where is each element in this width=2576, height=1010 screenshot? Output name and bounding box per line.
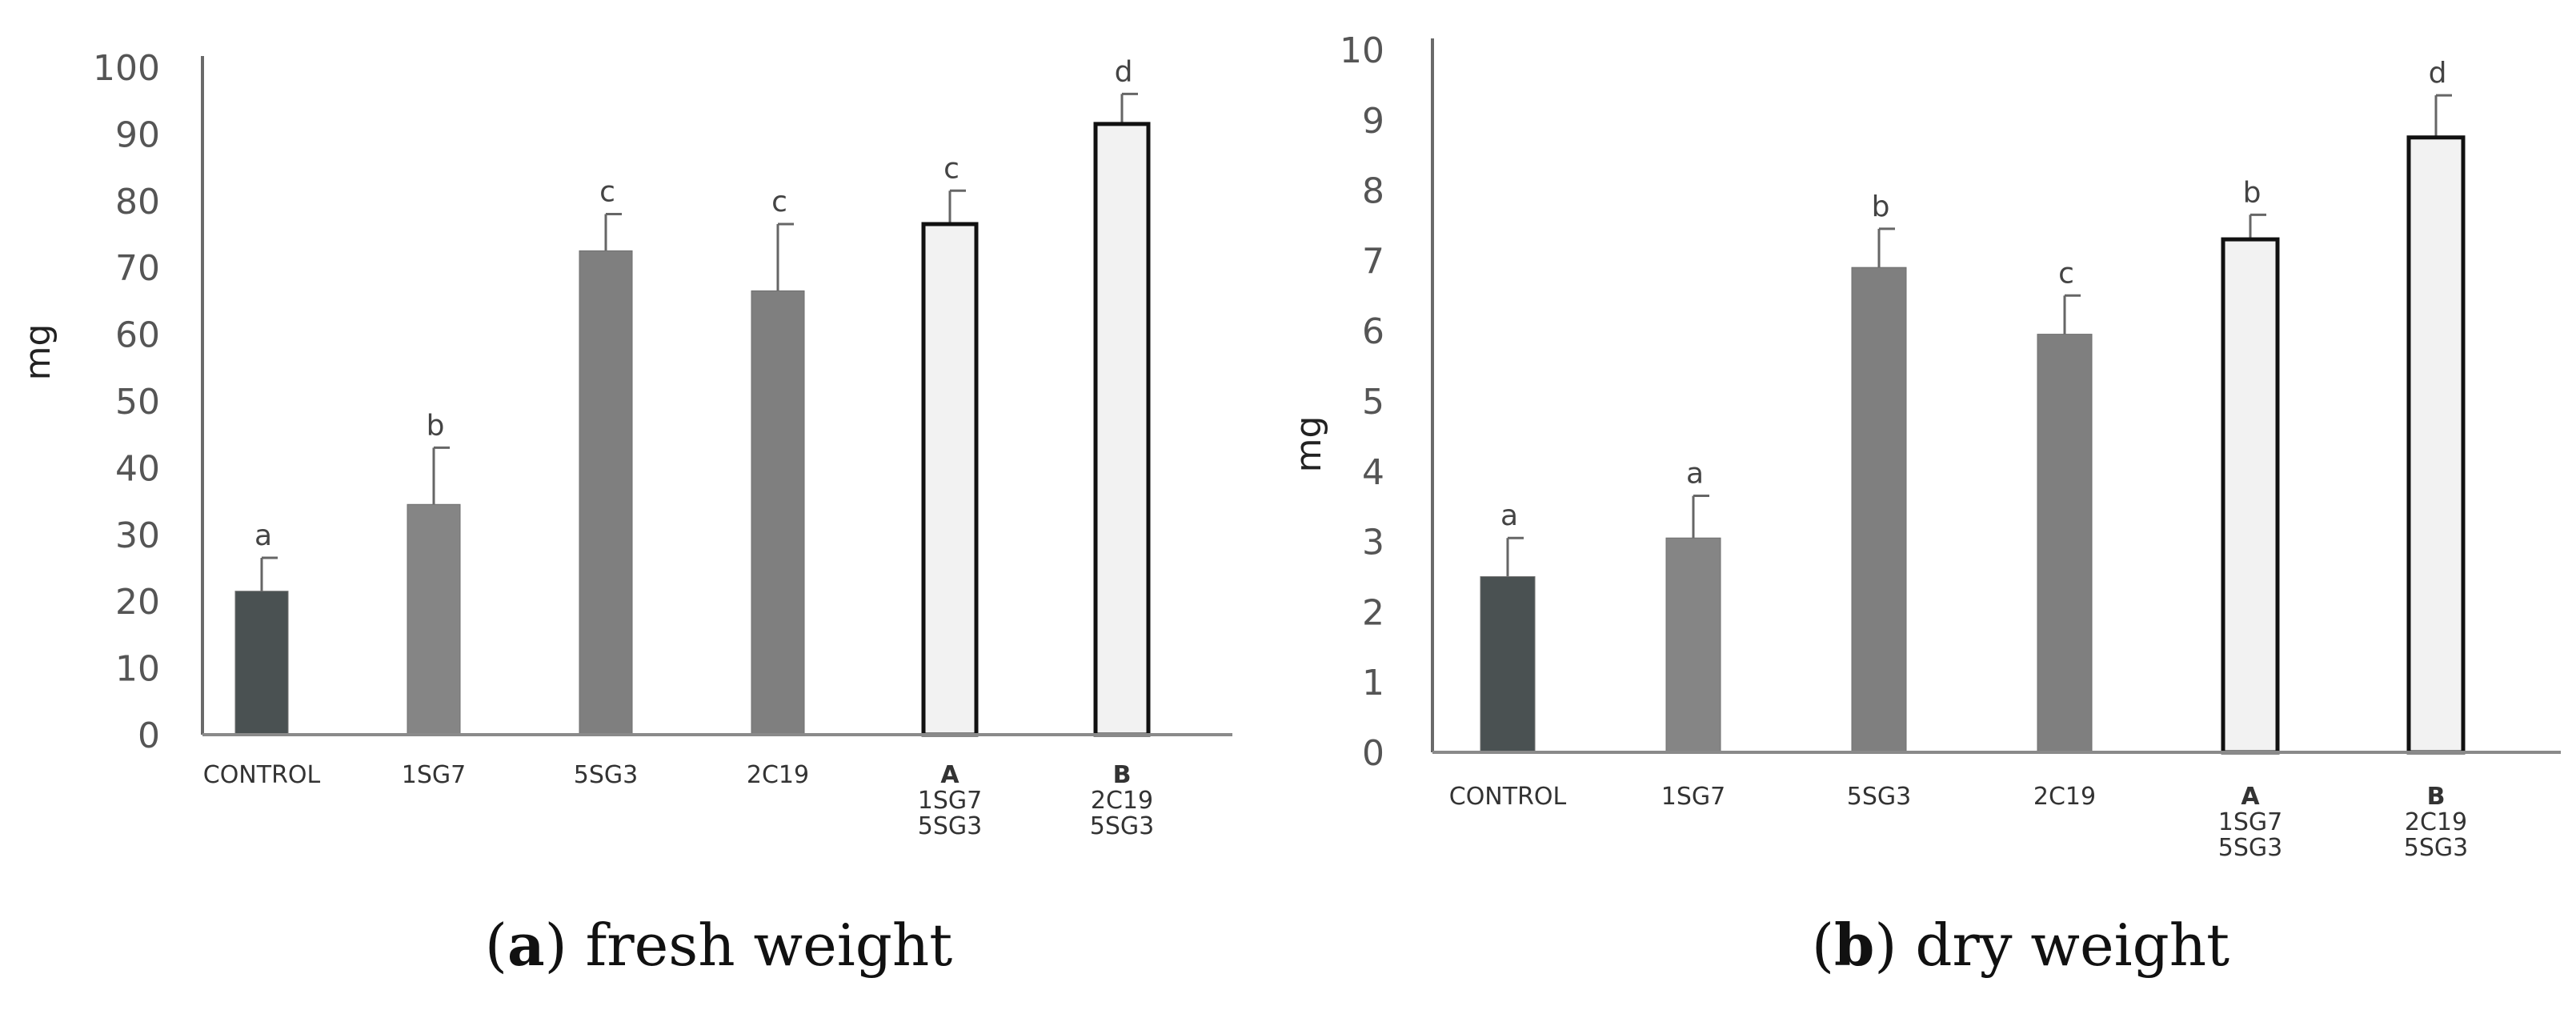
x-tick-label-dry-5: B [2427, 783, 2446, 811]
bar-dry-1 [1665, 537, 1721, 753]
error-bar-dry-2 [1877, 227, 1895, 268]
y-tick-label-dry-6: 6 [1362, 311, 1384, 352]
x-tick-label-dry-3: 2C19 [2033, 783, 2096, 811]
significance-letter-fresh-2: c [599, 175, 615, 208]
x-tick-label-dry-1: 1SG7 [1661, 783, 1725, 811]
significance-letter-fresh-4: c [943, 152, 959, 185]
x-tick-label-dry-0: CONTROL [1449, 783, 1567, 811]
error-bar-dry-0 [1506, 536, 1524, 577]
bar-dry-3 [2037, 334, 2093, 753]
bar-fresh-4 [921, 222, 979, 737]
significance-letter-dry-4: b [2243, 176, 2262, 209]
x-tick-sublabel-dry-5-0: 2C19 [2405, 808, 2467, 836]
y-tick-label-dry-8: 8 [1362, 171, 1384, 212]
significance-letter-fresh-5: d [1115, 55, 1133, 88]
x-tick-label-dry-2: 5SG3 [1847, 783, 1911, 811]
error-bar-fresh-1 [432, 446, 450, 505]
caption-text-fresh: ) fresh weight [545, 912, 953, 979]
error-bar-dry-3 [2063, 294, 2081, 335]
y-tick-label-dry-4: 4 [1362, 452, 1384, 493]
bar-fresh-2 [579, 250, 633, 735]
x-tick-sublabel-dry-5-1: 5SG3 [2404, 834, 2468, 862]
y-axis-label-dry: mg [1288, 416, 1329, 473]
caption-letter-dry: b [1834, 911, 1874, 979]
significance-letter-dry-5: d [2429, 57, 2447, 90]
y-tick-label-dry-1: 1 [1362, 663, 1384, 703]
x-tick-label-fresh-3: 2C19 [747, 761, 809, 789]
caption-letter-fresh: a [507, 911, 545, 979]
y-tick-label-fresh-20: 20 [115, 582, 160, 623]
y-tick-label-fresh-60: 60 [115, 315, 160, 356]
x-tick-label-fresh-1: 1SG7 [402, 761, 466, 789]
error-bar-fresh-0 [260, 556, 278, 591]
y-tick-label-fresh-70: 70 [115, 248, 160, 289]
y-tick-label-fresh-100: 100 [93, 48, 160, 89]
y-tick-label-dry-3: 3 [1362, 523, 1384, 563]
caption-fresh: (a) fresh weight [485, 911, 952, 979]
x-tick-label-dry-4: A [2241, 783, 2260, 811]
x-tick-label-fresh-0: CONTROL [203, 761, 321, 789]
significance-letter-fresh-0: a [254, 519, 272, 552]
significance-letter-fresh-3: c [771, 186, 787, 218]
bar-dry-2 [1851, 267, 1907, 753]
x-tick-label-fresh-2: 5SG3 [574, 761, 638, 789]
error-bar-fresh-3 [776, 222, 794, 291]
y-tick-label-fresh-50: 50 [115, 382, 160, 423]
significance-letter-dry-2: b [1872, 190, 1890, 223]
error-bar-fresh-2 [604, 212, 622, 251]
bar-fresh-1 [407, 503, 461, 735]
significance-letter-dry-1: a [1686, 458, 1704, 491]
y-tick-label-fresh-0: 0 [138, 715, 160, 756]
x-tick-sublabel-dry-4-0: 1SG7 [2218, 808, 2282, 836]
caption-text-dry: ) dry weight [1874, 912, 2229, 979]
bar-fresh-5 [1093, 122, 1151, 737]
bar-dry-5 [2406, 135, 2466, 755]
bar-fresh-3 [751, 290, 805, 735]
y-tick-label-dry-10: 10 [1340, 30, 1384, 71]
x-tick-label-fresh-5: B [1113, 761, 1132, 789]
y-tick-label-fresh-30: 30 [115, 515, 160, 556]
bar-dry-0 [1480, 576, 1536, 753]
error-bar-dry-1 [1692, 495, 1709, 539]
x-tick-sublabel-fresh-4-0: 1SG7 [918, 787, 982, 815]
y-axis-label-fresh: mg [18, 324, 58, 381]
bar-fresh-0 [234, 591, 289, 735]
y-tick-label-fresh-40: 40 [115, 448, 160, 489]
bar-dry-4 [2221, 237, 2280, 755]
significance-letter-fresh-1: b [427, 409, 445, 442]
error-bar-fresh-5 [1120, 92, 1138, 124]
y-tick-label-fresh-80: 80 [115, 182, 160, 222]
x-tick-sublabel-dry-4-1: 5SG3 [2218, 834, 2282, 862]
y-tick-label-fresh-10: 10 [115, 649, 160, 690]
x-tick-sublabel-fresh-4-1: 5SG3 [918, 812, 982, 840]
error-bar-dry-5 [2434, 94, 2452, 138]
x-tick-sublabel-fresh-5-1: 5SG3 [1090, 812, 1154, 840]
error-bar-fresh-4 [948, 189, 966, 224]
y-tick-label-dry-5: 5 [1362, 382, 1384, 423]
caption-dry: (b) dry weight [1812, 911, 2229, 979]
y-tick-label-dry-2: 2 [1362, 592, 1384, 633]
x-tick-sublabel-fresh-5-0: 2C19 [1091, 787, 1153, 815]
y-tick-label-dry-7: 7 [1362, 241, 1384, 282]
x-tick-label-fresh-4: A [940, 761, 959, 789]
significance-letter-dry-3: c [2058, 257, 2074, 290]
panel-fresh-weight: 0 10 20 30 40 50 60 70 80 90 100 mg a CONTROL b 1SG7 c 5S… [18, 48, 1232, 979]
panel-dry-weight: 012345678910mgaCONTROLa1SG7b5SG3c2C19bA1… [1288, 30, 2561, 979]
y-tick-label-dry-9: 9 [1362, 101, 1384, 142]
y-tick-label-dry-0: 0 [1362, 733, 1384, 774]
significance-letter-dry-0: a [1500, 499, 1518, 532]
error-bar-dry-4 [2249, 213, 2266, 240]
y-tick-label-fresh-90: 90 [115, 114, 160, 155]
